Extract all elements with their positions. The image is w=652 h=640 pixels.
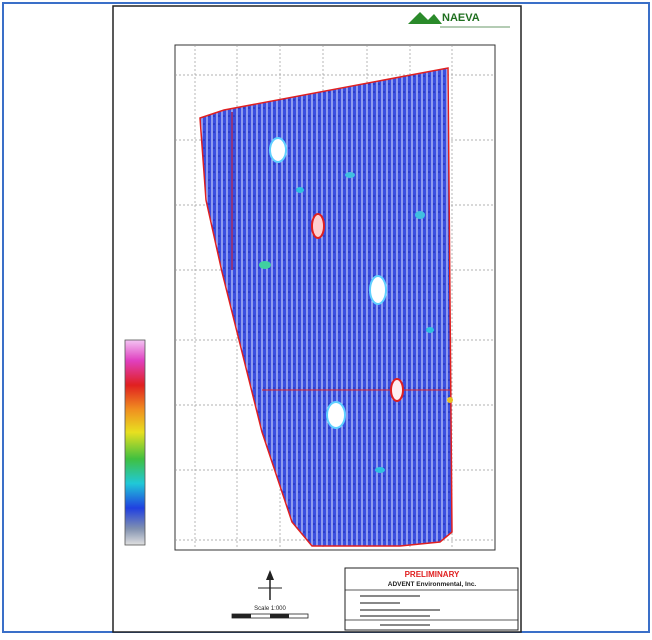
page: NAEVA Scale 1:000 [0,0,652,635]
scale-bar-segment [232,614,251,618]
company-name: ADVENT Environmental, Inc. [388,581,477,588]
title-block: PRELIMINARY ADVENT Environmental, Inc. [345,568,518,630]
color-bar [125,340,145,545]
logo-text: NAEVA [442,12,480,24]
scale-bar-segment [270,614,289,618]
map-screenshot: NAEVA Scale 1:000 [0,0,652,635]
scale-label: Scale 1:000 [254,606,286,612]
status-label: PRELIMINARY [405,570,460,579]
